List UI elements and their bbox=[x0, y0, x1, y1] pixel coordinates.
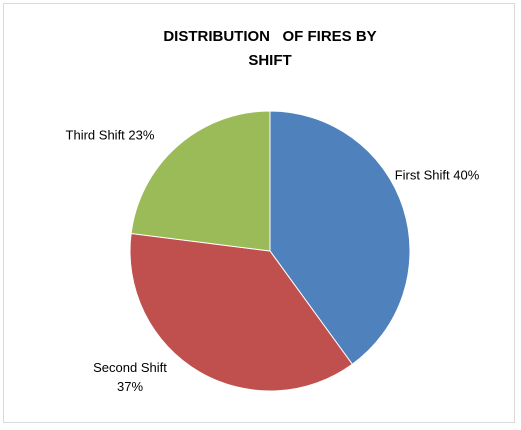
pie-slice bbox=[269, 110, 411, 365]
data-label: First Shift 40% bbox=[392, 166, 482, 185]
slice-name: Second Shift bbox=[93, 360, 167, 375]
slice-value: 37% bbox=[116, 379, 144, 394]
pie-slice bbox=[129, 232, 353, 392]
slice-name: First Shift bbox=[394, 167, 450, 183]
data-label: Third Shift 23% bbox=[65, 126, 155, 145]
chart-title: DISTRIBUTION OF FIRES BY SHIFT bbox=[163, 28, 381, 69]
data-label: Second Shift 37% bbox=[85, 358, 175, 396]
chart-frame bbox=[3, 3, 515, 423]
slice-value: 40% bbox=[453, 167, 480, 183]
slice-value: 23% bbox=[128, 127, 155, 143]
pie-slice bbox=[130, 110, 271, 252]
slice-name: Third Shift bbox=[65, 127, 125, 143]
